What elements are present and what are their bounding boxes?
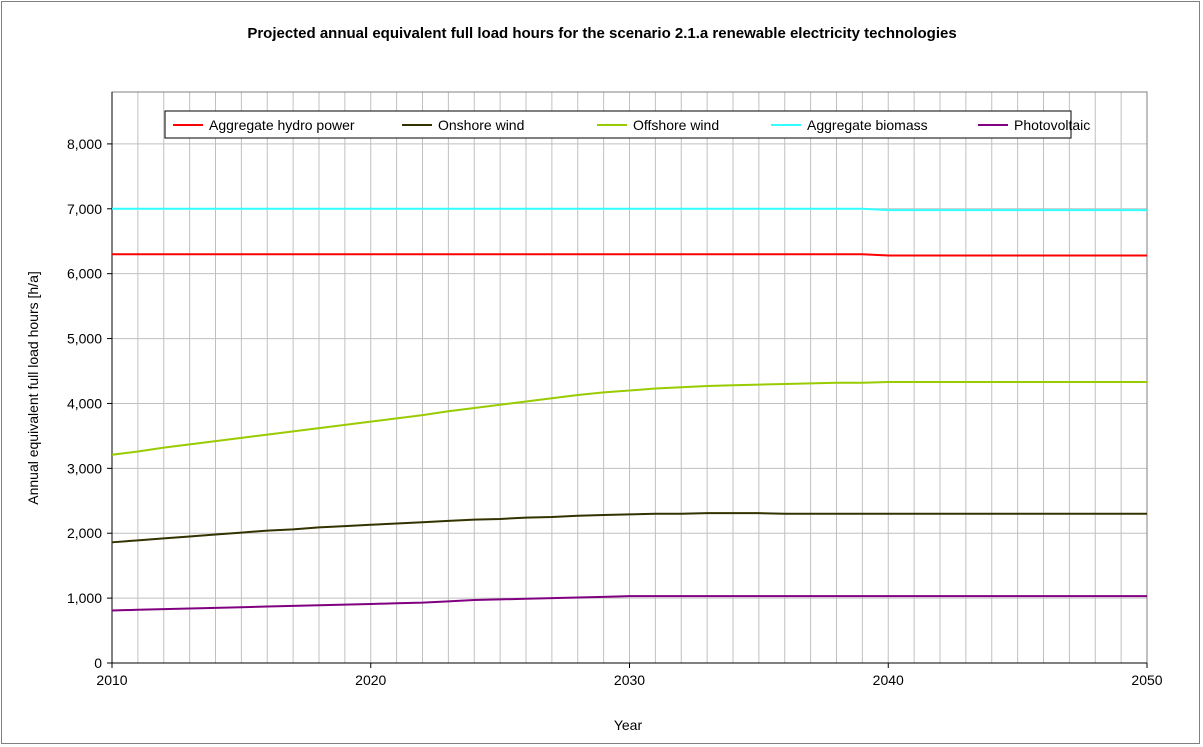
legend: Aggregate hydro power Onshore wind Offshor… — [164, 110, 1090, 139]
y-tick-label: 3,000 — [67, 460, 102, 476]
y-tick-label: 8,000 — [67, 136, 102, 152]
y-tick-label: 2,000 — [67, 525, 102, 541]
legend-label-offshore-wind: Offshore wind — [633, 117, 719, 133]
series-line-onshore-wind — [111, 512, 1147, 544]
x-tick-label: 2010 — [96, 672, 127, 688]
y-tick-label: 1,000 — [67, 590, 102, 606]
series-line-aggregate-biomass — [112, 207, 1147, 212]
grid-layer — [111, 92, 1148, 664]
legend-label-photovoltaic: Photovoltaic — [1014, 117, 1090, 133]
legend-label-aggregate-hydro-power: Aggregate hydro power — [209, 117, 355, 133]
y-tick-label: 6,000 — [67, 266, 102, 282]
legend-label-aggregate-biomass: Aggregate biomass — [807, 117, 928, 133]
x-tick-label: 2040 — [873, 672, 904, 688]
y-tick-label: 0 — [94, 655, 102, 671]
x-tick-label: 2030 — [614, 672, 645, 688]
x-tick-label: 2050 — [1131, 672, 1162, 688]
x-tick-label: 2020 — [355, 672, 386, 688]
y-tick-label: 7,000 — [67, 201, 102, 217]
legend-label-onshore-wind: Onshore wind — [438, 117, 524, 133]
y-tick-label: 5,000 — [67, 331, 102, 347]
series-line-photovoltaic — [111, 595, 1147, 612]
y-tick-label: 4,000 — [67, 395, 102, 411]
tick-layer: 0 1,000 2,000 3,000 4,000 5,000 6,000 7,000 8,00… — [67, 92, 1163, 688]
chart-title: Projected annual equivalent full load ho… — [247, 25, 956, 42]
series-layer — [111, 207, 1147, 612]
y-axis-label: Annual equivalent full load hours [h/a] — [25, 271, 41, 505]
series-line-aggregate-hydro-power — [112, 253, 1147, 257]
series-line-offshore-wind — [111, 381, 1147, 456]
x-axis-label: Year — [614, 717, 643, 733]
